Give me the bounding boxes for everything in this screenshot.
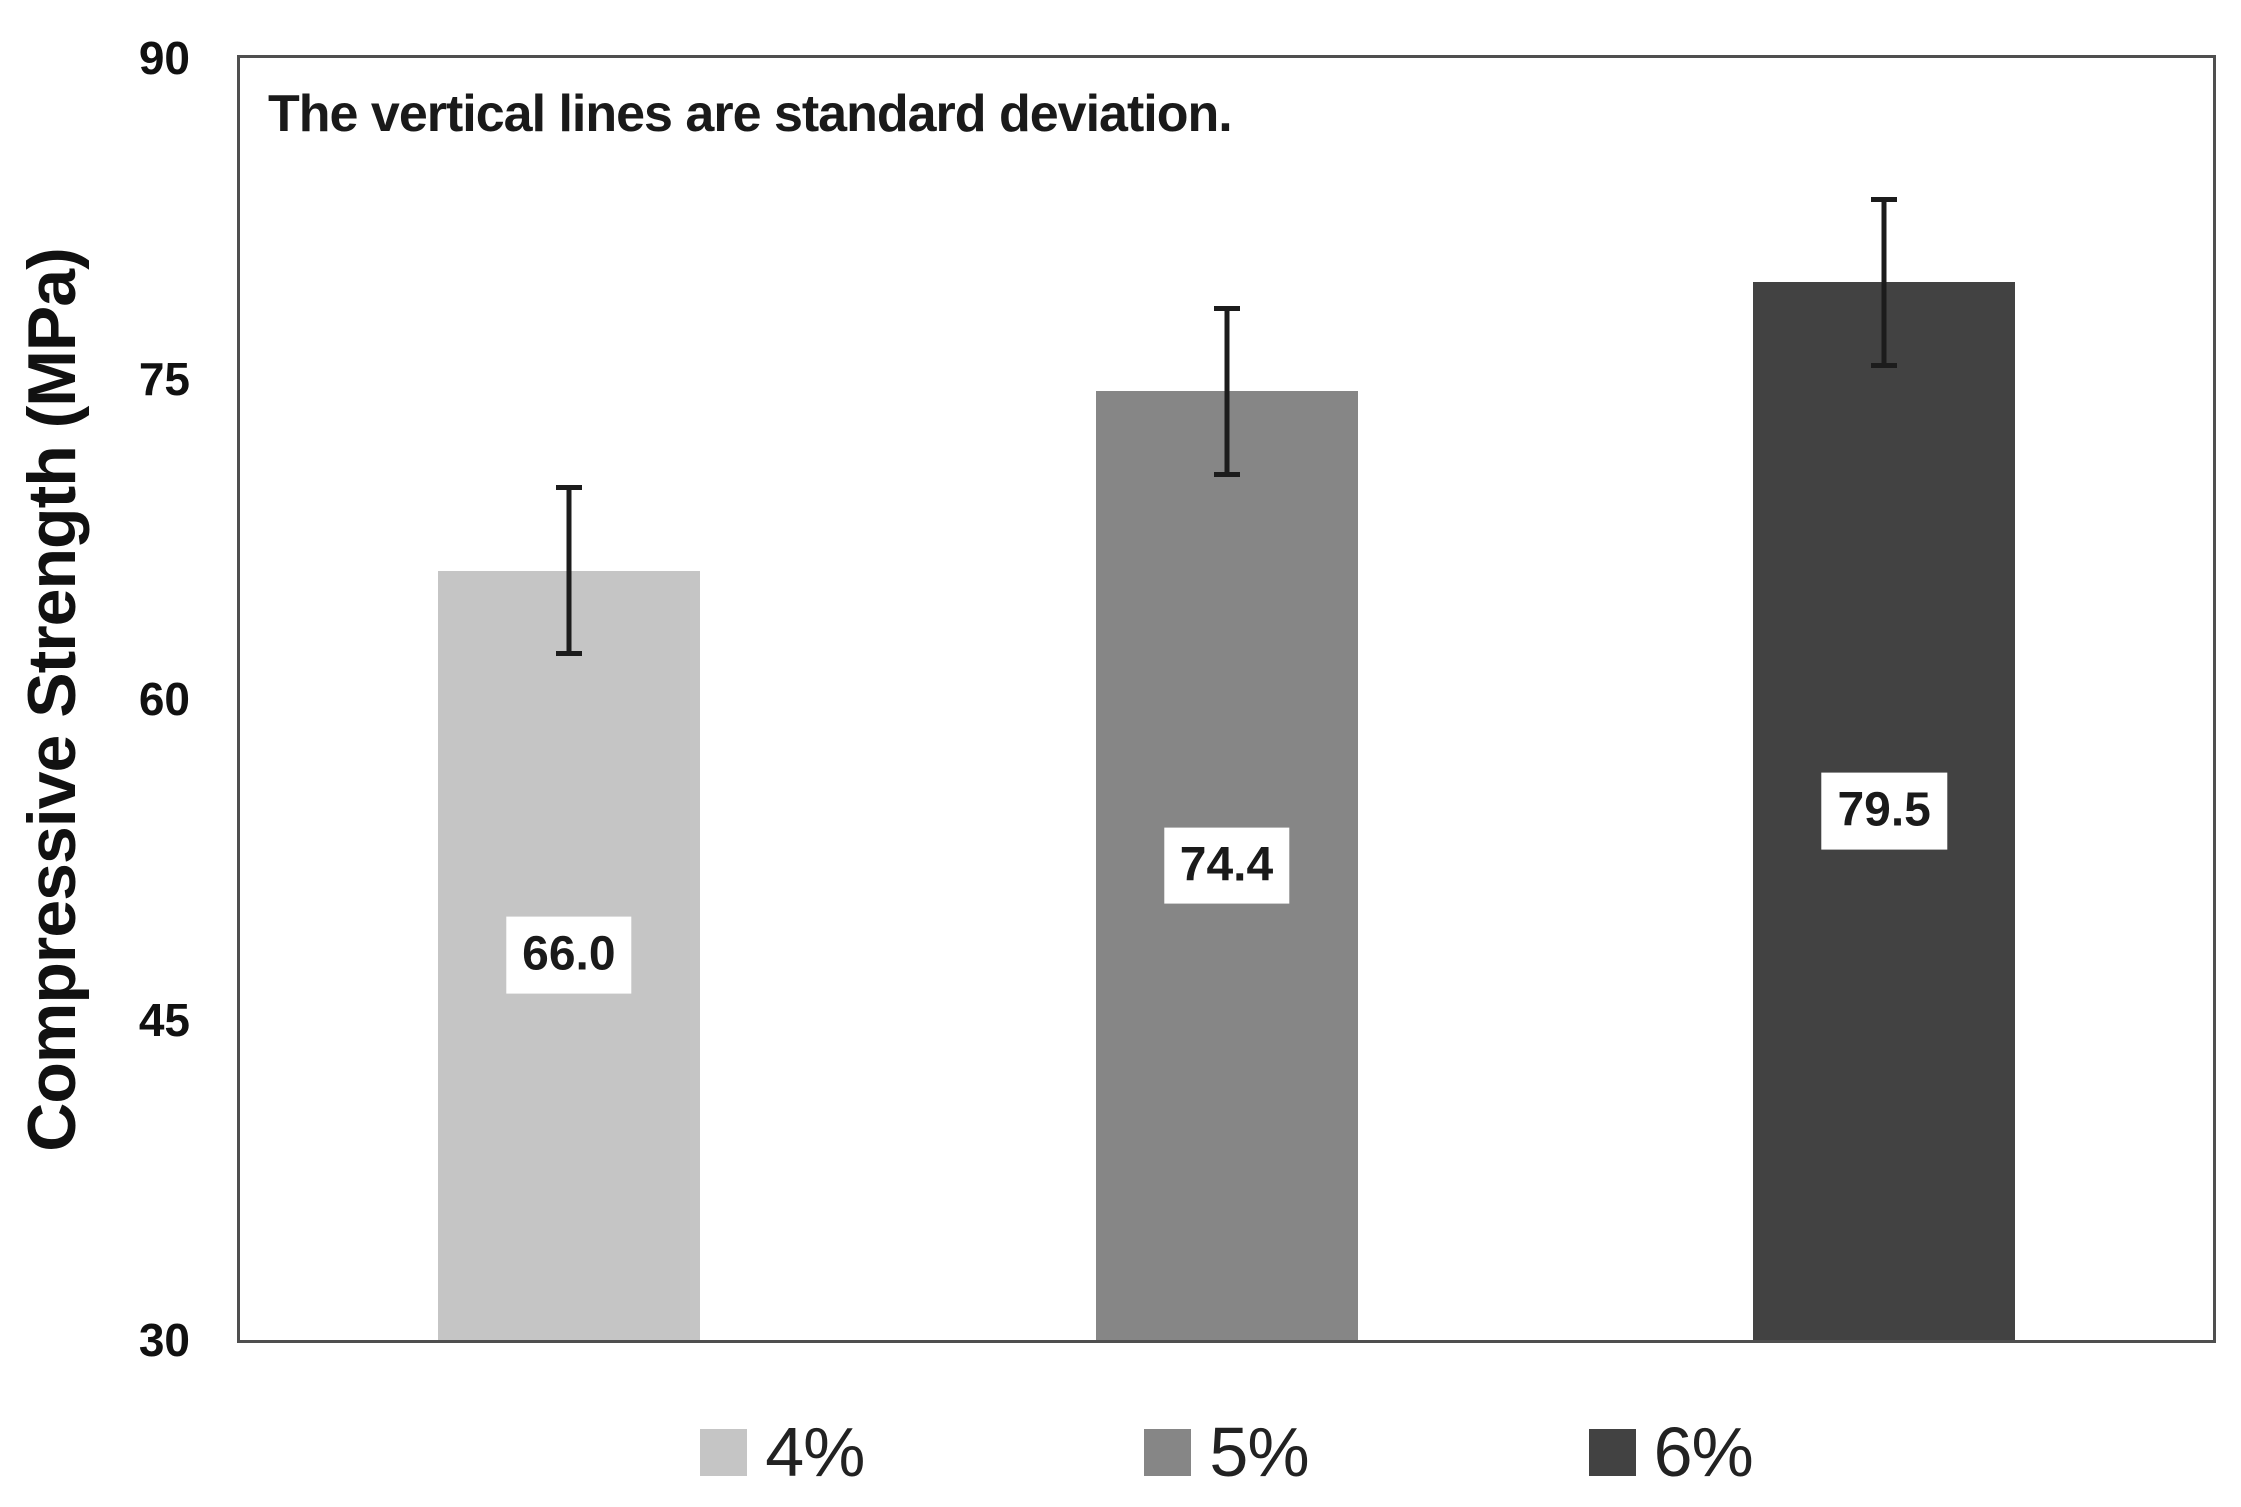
legend-label: 6%: [1653, 1413, 1754, 1491]
legend-label: 5%: [1209, 1413, 1309, 1491]
y-tick-label: 75: [138, 352, 190, 405]
y-tick-label: 30: [138, 1314, 190, 1366]
error-bar-cap-top: [1213, 305, 1240, 311]
annotation-text: The vertical lines are standard deviatio…: [268, 85, 1233, 143]
error-bar: [1213, 305, 1240, 477]
y-tick-label: 90: [138, 32, 190, 84]
y-tick-label: 60: [138, 673, 190, 725]
error-bar: [1871, 196, 1898, 368]
error-bar-line: [566, 485, 572, 657]
legend: 4% 5% 6%: [237, 1412, 2216, 1492]
error-bar-cap-top: [555, 485, 582, 491]
legend-item-4%: 4%: [700, 1413, 865, 1491]
legend-label: 4%: [765, 1413, 865, 1491]
error-bar-line: [1881, 196, 1887, 368]
y-tick-label: 45: [138, 993, 190, 1046]
legend-swatch: [700, 1428, 748, 1476]
legend-swatch: [1144, 1428, 1192, 1476]
value-label: 79.5: [1821, 772, 1947, 850]
legend-item-5%: 5%: [1144, 1413, 1310, 1491]
legend-item-6%: 6%: [1588, 1413, 1754, 1491]
value-label: 74.4: [1163, 827, 1290, 905]
error-bar-line: [1224, 305, 1229, 477]
value-label: 66.0: [506, 916, 632, 994]
plot-area: The vertical lines are standard deviatio…: [237, 55, 2216, 1343]
error-bar-cap-bottom: [1871, 362, 1898, 368]
error-bar: [555, 485, 582, 657]
error-bar-cap-bottom: [1213, 471, 1240, 477]
error-bar-cap-bottom: [555, 651, 582, 657]
legend-swatch: [1588, 1428, 1636, 1476]
error-bar-cap-top: [1871, 196, 1898, 202]
